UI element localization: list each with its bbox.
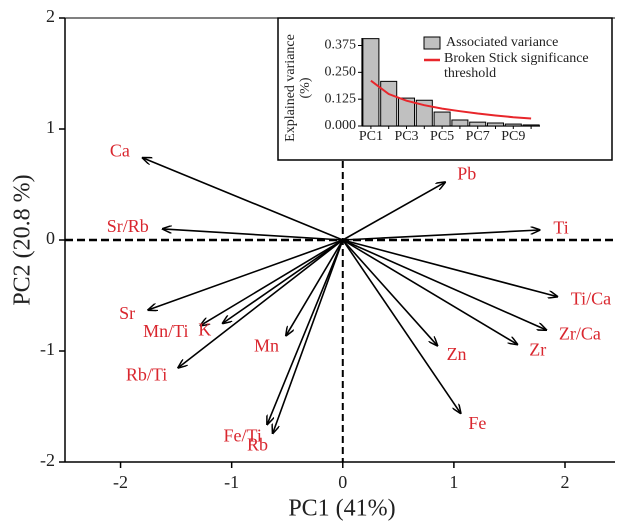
loading-arrow [223, 239, 344, 323]
bar [451, 119, 469, 127]
loading-arrow [342, 230, 540, 241]
variable-label: Ca [110, 141, 130, 161]
variable-label: Sr/Rb [107, 216, 149, 236]
variable-label: Ti [553, 217, 568, 237]
loading-arrow [342, 239, 546, 330]
bar [522, 124, 540, 127]
legend-label: Associated variance [446, 35, 558, 50]
variable-label: Rb [247, 434, 268, 454]
loading-arrow [342, 239, 517, 344]
variable-label: Sr [119, 303, 135, 323]
inset-x-tick-label: PC7 [466, 129, 490, 144]
bar [504, 123, 522, 127]
y-tick-label: 1 [46, 117, 55, 137]
variable-label: Pb [457, 164, 476, 184]
bar [380, 80, 398, 127]
y-tick-label: -2 [40, 450, 55, 470]
x-tick-label: -1 [224, 472, 239, 492]
loading-arrow [267, 239, 344, 424]
variable-label: Mn [254, 336, 279, 356]
inset-x-tick-label: PC1 [359, 129, 383, 144]
variable-label: Fe [468, 413, 486, 433]
threshold-line [370, 79, 532, 120]
loading-arrow [143, 158, 344, 241]
inset-y-tick-label: 0.250 [325, 65, 357, 80]
y-tick-label: -1 [40, 339, 55, 359]
loading-arrow [342, 239, 437, 345]
legend-swatch [423, 36, 441, 50]
loading-arrow [342, 239, 557, 297]
inset-y-tick-label: 0.375 [325, 38, 357, 53]
inset-frame [277, 17, 613, 161]
inset-x-tick-label: PC3 [394, 129, 418, 144]
y-tick-label: 2 [46, 6, 55, 26]
variable-label: Fe/Ti [224, 425, 262, 445]
variable-label: Mn/Ti [143, 321, 188, 341]
x-axis-label: PC1 (41%) [288, 496, 395, 522]
inset-x-tick-label: PC9 [501, 129, 525, 144]
legend-label: Broken Stick significance threshold [444, 51, 589, 81]
loading-arrow [273, 239, 344, 433]
loading-arrow [148, 239, 344, 310]
variable-label: Zn [447, 344, 467, 364]
bar [486, 122, 505, 127]
bar [397, 97, 416, 127]
x-tick-label: -2 [113, 472, 128, 492]
loading-arrow [342, 239, 461, 413]
y-tick-label: 0 [46, 228, 55, 248]
variable-label: Ti/Ca [571, 288, 611, 308]
variable-label: Rb/Ti [126, 364, 167, 384]
loading-arrow [286, 239, 344, 335]
inset-y-axis-label: Explained variance [283, 34, 298, 142]
loading-arrow [342, 182, 445, 241]
inset-y-axis-label: (%) [298, 77, 313, 98]
legend-label-box: Broken Stick significance threshold [444, 51, 589, 81]
inset-x-tick-label: PC5 [430, 129, 454, 144]
variable-label: Zr [529, 340, 546, 360]
x-tick-label: 0 [338, 472, 347, 492]
inset-y-tick-label: 0.000 [325, 118, 357, 133]
y-axis-label: PC2 (20.8 %) [10, 174, 36, 305]
variable-label: Zr/Ca [559, 324, 601, 344]
variable-label: K [198, 319, 211, 339]
loading-arrow [178, 239, 344, 368]
loading-arrow [163, 229, 343, 241]
loading-arrow [201, 239, 344, 325]
x-tick-label: 2 [561, 472, 570, 492]
bar [433, 111, 451, 127]
x-tick-label: 1 [449, 472, 458, 492]
inset-y-tick-label: 0.125 [325, 91, 357, 106]
bar [362, 38, 380, 127]
bar [469, 121, 487, 127]
